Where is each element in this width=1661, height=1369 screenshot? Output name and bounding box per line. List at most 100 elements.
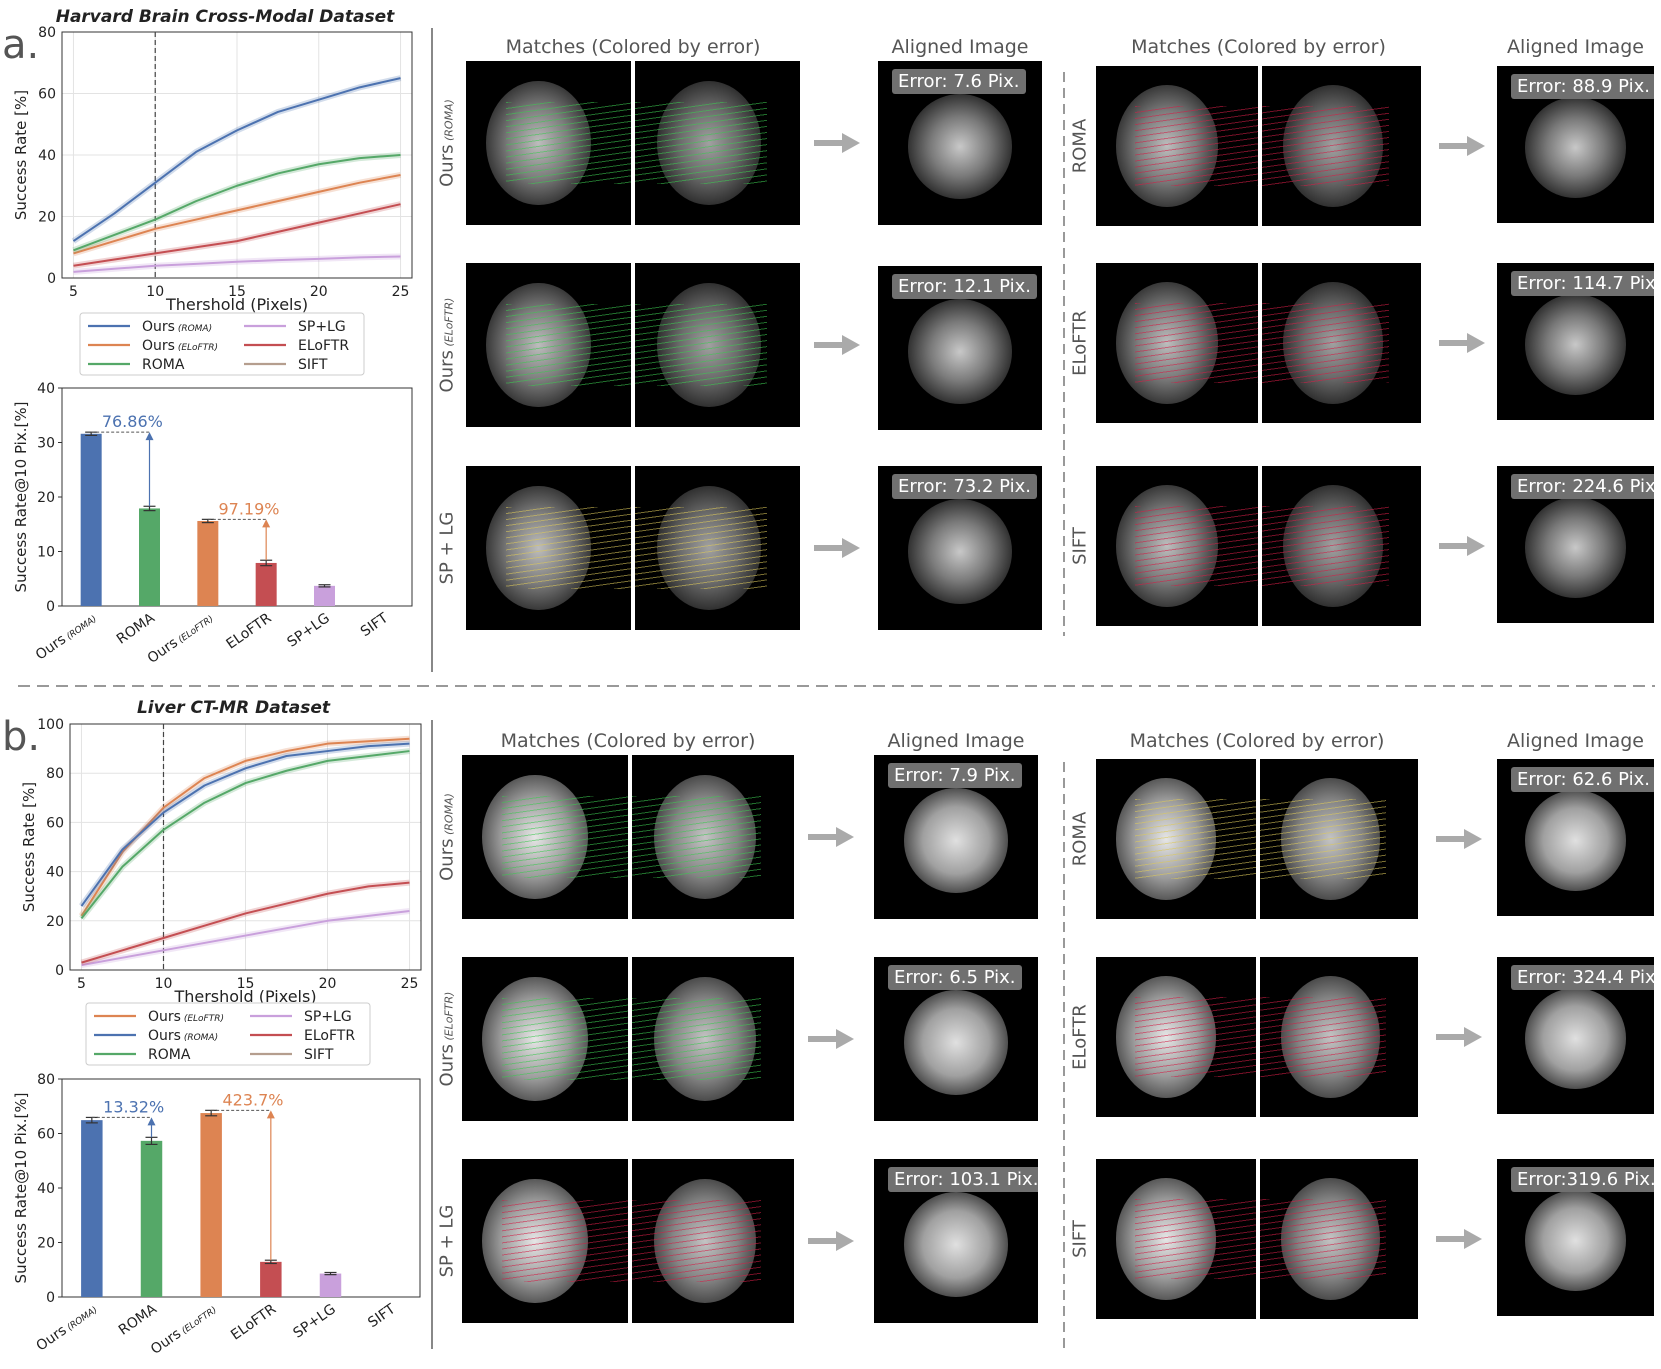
match-lines <box>506 304 767 386</box>
error-badge: Error: 62.6 Pix. <box>1511 767 1654 792</box>
legend-text: ELoFTR <box>304 1028 355 1044</box>
series-line-1 <box>80 742 410 907</box>
legend-text: ROMA <box>142 357 185 373</box>
method-row-label: ELoFTR <box>1070 310 1091 376</box>
method-row-label: SP + LG <box>437 512 458 585</box>
aligned-scan <box>1525 988 1626 1089</box>
method-row-label: SIFT <box>1070 1220 1091 1258</box>
annotation-label-1: 97.19% <box>218 499 279 518</box>
legend-subscript: (ROMA) <box>175 324 212 334</box>
method-name: Ours <box>436 350 458 393</box>
y-tick-label: 0 <box>47 271 56 287</box>
y-tick-label: 60 <box>37 1127 55 1143</box>
method-name: ROMA <box>1069 118 1091 174</box>
y-tick-label: 20 <box>46 914 64 930</box>
arrow-right-icon <box>1436 829 1482 849</box>
chart-title: Harvard Brain Cross-Modal Dataset <box>56 7 395 27</box>
y-tick-label: 0 <box>46 1290 55 1306</box>
arrow-icon <box>808 1231 854 1251</box>
arrow-icon <box>814 335 860 355</box>
method-name: SP + LG <box>436 1204 458 1278</box>
y-tick-label: 40 <box>37 381 55 397</box>
aligned-scan <box>1525 497 1626 598</box>
bar-0 <box>81 1120 103 1297</box>
aligned-image: Error: 12.1 Pix. <box>878 266 1042 430</box>
arrow-right-icon <box>1439 536 1485 556</box>
series-line-4 <box>73 203 401 267</box>
matches-image <box>1096 466 1421 626</box>
aligned-scan <box>1525 97 1626 198</box>
aligned-image: Error: 103.1 Pix. <box>874 1159 1038 1323</box>
arrow-icon <box>1439 536 1485 556</box>
arrow-right-icon <box>1439 136 1485 156</box>
y-tick-label: 30 <box>37 436 55 452</box>
match-lines <box>1134 799 1386 879</box>
method-name: ELoFTR <box>1069 1004 1091 1070</box>
aligned-scan <box>903 989 1009 1095</box>
annotation-label-0: 76.86% <box>102 412 163 431</box>
arrow-icon <box>814 538 860 558</box>
method-name: SIFT <box>1069 527 1091 565</box>
method-row-label: SIFT <box>1070 527 1091 565</box>
method-row-label: ROMA <box>1070 119 1091 174</box>
matches-image <box>1096 263 1421 423</box>
matches-image <box>1096 66 1421 226</box>
annotation-arrowhead <box>145 432 154 441</box>
series-line-1 <box>73 174 401 255</box>
arrow-right-icon <box>814 538 860 558</box>
bar-2 <box>197 520 219 606</box>
y-tick-label: 80 <box>37 1072 55 1088</box>
method-subscript: (ELoFTR) <box>442 297 456 351</box>
annotation-arrowhead <box>262 519 271 528</box>
legend-entry: Ours (ELoFTR) <box>142 338 218 354</box>
series-line-0 <box>72 77 401 242</box>
error-badge: Error: 12.1 Pix. <box>892 274 1037 299</box>
arrow-icon <box>808 827 854 847</box>
matches-image <box>1096 759 1418 919</box>
method-name: Ours <box>436 1044 458 1087</box>
matches-image <box>466 263 800 427</box>
legend-1: Ours (ELoFTR)Ours (ROMA)ROMASP+LGELoFTRS… <box>85 1002 371 1066</box>
column-header: Aligned Image <box>1507 36 1644 58</box>
aligned-image: Error: 73.2 Pix. <box>878 466 1042 630</box>
y-tick-label: 60 <box>46 815 64 831</box>
method-row-label: Ours (ROMA) <box>437 793 458 881</box>
legend-text: SP+LG <box>298 319 346 335</box>
legend-entry: SIFT <box>298 357 328 373</box>
x-tick-label: 20 <box>310 284 328 300</box>
aligned-scan <box>1525 790 1626 891</box>
x-tick-label: 10 <box>155 976 173 992</box>
y-tick-label: 0 <box>55 963 64 979</box>
arrow-icon <box>1439 333 1485 353</box>
column-header: Aligned Image <box>891 36 1029 58</box>
x-tick-label: 10 <box>146 284 164 300</box>
method-name: Ours <box>436 144 458 187</box>
match-lines <box>1134 1199 1386 1279</box>
arrow-right-icon <box>814 133 860 153</box>
legend-entry: Ours (ROMA) <box>142 319 212 335</box>
error-badge: Error: 224.6 Pix. <box>1511 474 1654 499</box>
annotation-arrowhead <box>147 1117 156 1126</box>
method-row-label: Ours (ELoFTR) <box>437 298 458 393</box>
legend-text: Ours <box>148 1009 181 1025</box>
y-tick-label: 100 <box>37 717 64 733</box>
column-header: Matches (Colored by error) <box>1131 36 1386 58</box>
legend-frame <box>79 312 365 376</box>
image-seam <box>1258 466 1262 626</box>
series-line-4 <box>81 881 410 964</box>
plot-frame <box>61 31 413 279</box>
error-badge: Error: 6.5 Pix. <box>888 965 1022 990</box>
y-axis-label: Success Rate@10 Pix.[%] <box>12 1093 30 1284</box>
method-name: ROMA <box>1069 811 1091 867</box>
method-name: ELoFTR <box>1069 310 1091 376</box>
legend-subscript: (ELoFTR) <box>175 343 218 353</box>
legend-subscript: (ELoFTR) <box>181 1014 224 1024</box>
legend-entry: ROMA <box>148 1047 191 1063</box>
error-badge: Error:319.6 Pix. <box>1511 1167 1654 1192</box>
arrow-icon <box>814 133 860 153</box>
method-row-label: ELoFTR <box>1070 1004 1091 1070</box>
matches-image <box>462 957 794 1121</box>
bar-4 <box>314 585 335 606</box>
